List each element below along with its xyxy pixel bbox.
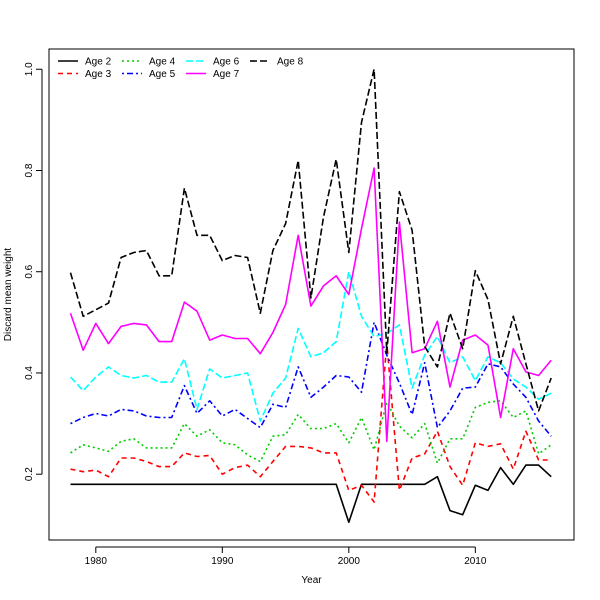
legend-label-age-7: Age 7 [213, 69, 240, 80]
series-line-age-8 [69, 68, 552, 412]
series-line-age-4 [70, 399, 552, 464]
x-tick-label: 2010 [464, 556, 487, 567]
legend-label-age-5: Age 5 [149, 69, 176, 80]
legend-label-age-4: Age 4 [149, 57, 176, 68]
y-axis-title: Discard mean weight [3, 248, 14, 342]
x-tick-label: 1990 [211, 556, 234, 567]
legend-label-age-6: Age 6 [213, 57, 240, 68]
series-line-age-6 [69, 270, 552, 422]
series-line-age-2 [70, 464, 552, 524]
y-tick-label: 0.4 [24, 366, 35, 380]
y-tick-label: 0.6 [24, 264, 35, 278]
series-line-age-5 [70, 321, 552, 437]
x-tick-label: 1980 [85, 556, 108, 567]
y-tick-label: 1.0 [24, 62, 35, 76]
y-tick-label: 0.8 [24, 163, 35, 177]
legend-label-age-8: Age 8 [277, 57, 304, 68]
series-layer [69, 68, 552, 524]
legend-label-age-2: Age 2 [85, 57, 112, 68]
series-line-age-3 [70, 341, 552, 503]
y-tick-label: 0.2 [24, 467, 35, 481]
x-axis-title: Year [301, 575, 322, 586]
x-axis: 1980 1990 2000 2010 [85, 546, 487, 567]
legend-label-age-3: Age 3 [85, 69, 112, 80]
x-tick-label: 2000 [338, 556, 361, 567]
plot-frame [48, 48, 575, 541]
y-axis: 0.2 0.4 0.6 0.8 1.0 [24, 62, 43, 481]
series-line-age-7 [69, 167, 552, 443]
